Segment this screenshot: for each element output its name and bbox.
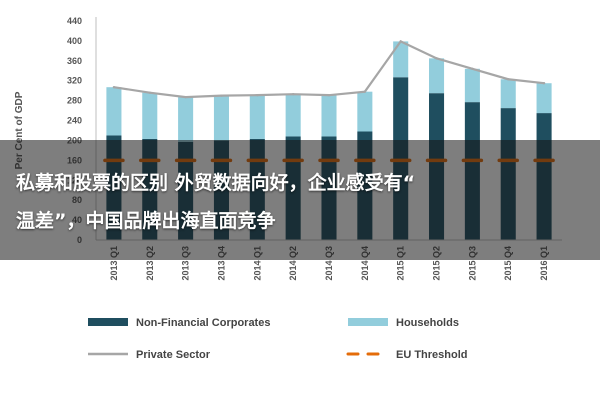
y-tick-label-11: 440 [67,16,82,26]
private-sector-point-6 [327,93,331,97]
bar-households-5 [285,94,301,137]
private-sector-point-8 [399,40,402,43]
x-tick-label-10: 2015 Q3 [467,246,477,281]
x-tick-label-3: 2013 Q4 [216,246,226,281]
y-tick-label-7: 280 [67,96,82,106]
bar-households-12 [536,83,552,114]
bar-households-3 [213,95,229,141]
x-tick-label-1: 2013 Q2 [145,246,155,281]
x-tick-label-6: 2014 Q3 [324,246,334,281]
caption-line-2: 温差”，中国品牌出海直面竞争 [16,210,276,232]
legend-label-2: Private Sector [136,349,211,361]
bar-households-2 [178,97,194,142]
bar-households-9 [429,58,445,94]
private-sector-point-11 [507,78,510,81]
private-sector-point-5 [291,92,295,96]
bar-households-7 [357,91,373,132]
y-tick-label-9: 360 [67,56,82,66]
legend-swatch-0 [88,318,128,326]
bar-households-4 [249,95,265,139]
bar-households-6 [321,95,337,137]
x-tick-label-9: 2015 Q2 [432,246,442,281]
private-sector-point-12 [542,82,546,85]
bar-households-0 [106,87,122,136]
private-sector-point-10 [471,67,474,70]
legend-swatch-1 [348,318,388,326]
private-sector-point-7 [363,90,367,93]
x-tick-label-0: 2013 Q1 [109,246,119,281]
x-tick-label-7: 2014 Q4 [360,246,370,281]
legend-label-0: Non-Financial Corporates [136,317,270,329]
legend-label-1: Households [396,317,459,329]
axes-layer: 040801201602002402803203604004402013 Q12… [14,16,562,281]
private-sector-point-3 [220,94,223,97]
bar-households-8 [393,41,409,78]
bar-households-10 [464,68,480,103]
legend: Non-Financial Corporates Households Privat… [88,317,468,361]
private-sector-point-2 [184,95,187,99]
bar-households-1 [142,92,158,139]
y-tick-label-10: 400 [67,36,82,46]
private-sector-point-1 [148,91,151,94]
caption-line-1: 私募和股票的区别 外贸数据向好，企业感受有“ [16,172,416,194]
bar-households-11 [500,79,516,109]
x-tick-label-2: 2013 Q3 [181,246,191,281]
x-tick-label-8: 2015 Q1 [396,246,406,281]
caption-overlay [0,140,600,260]
legend-label-3: EU Threshold [396,349,468,361]
private-sector-point-9 [435,57,438,60]
private-sector-point-0 [112,85,116,89]
y-tick-label-6: 240 [67,116,82,126]
x-tick-label-4: 2014 Q1 [252,246,262,281]
y-axis-title: Per Cent of GDP [14,91,25,169]
x-tick-label-11: 2015 Q4 [503,246,513,281]
x-tick-label-5: 2014 Q2 [288,246,298,281]
x-tick-label-12: 2016 Q1 [539,246,549,281]
y-tick-label-8: 320 [67,76,82,86]
private-sector-point-4 [256,93,259,97]
